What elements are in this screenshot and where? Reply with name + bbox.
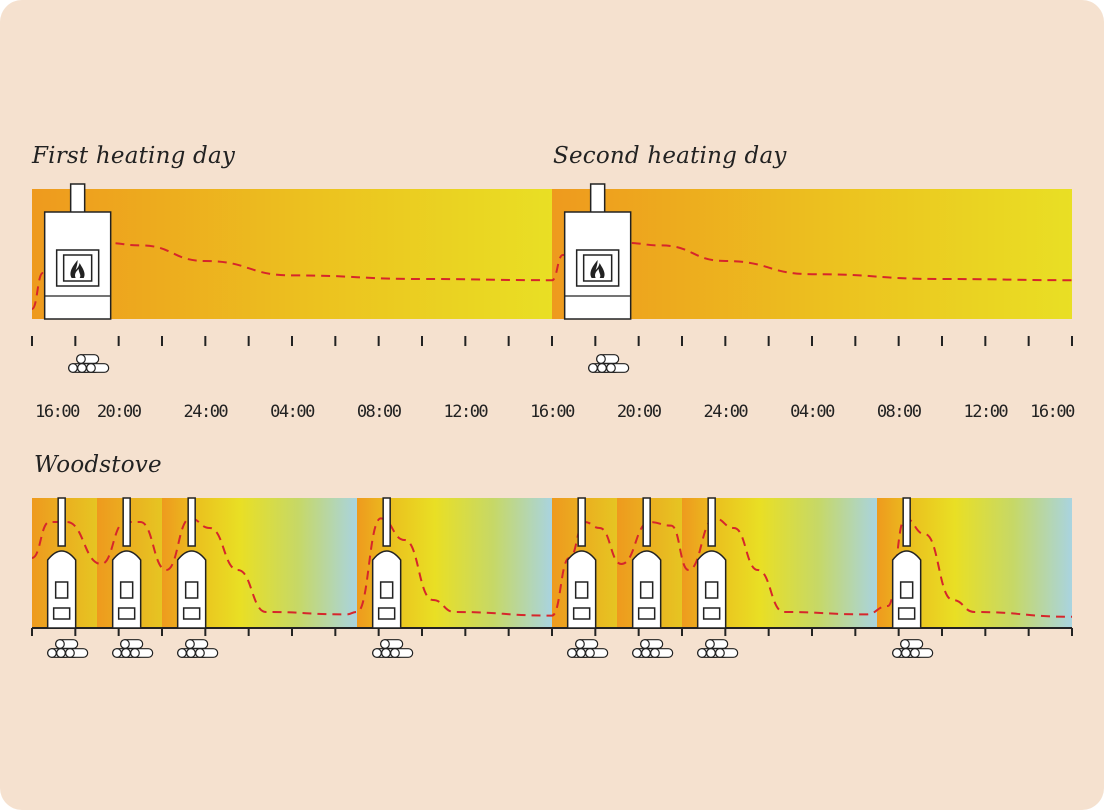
time-label: 12:00 <box>963 402 1008 422</box>
masonry-heater-icon <box>43 183 112 320</box>
time-label: 08:00 <box>876 402 922 422</box>
firewood-logs-icon <box>68 354 110 373</box>
woodstove-icon <box>176 497 207 629</box>
icons <box>43 183 934 658</box>
firewood-logs-icon <box>567 639 609 658</box>
time-label: 16:00 <box>1030 402 1075 422</box>
heat-band-day-2 <box>552 189 1072 319</box>
woodstove-label: Woodstove <box>34 452 162 478</box>
time-label: 16:00 <box>35 402 80 422</box>
heat-band-day-1 <box>32 189 552 319</box>
second-heating-day-label: Second heating day <box>553 143 787 169</box>
time-label: 20:00 <box>616 402 662 422</box>
firewood-logs-icon <box>892 639 934 658</box>
masonry-heater-icon <box>563 183 632 320</box>
flame-icon <box>590 260 605 278</box>
time-label: 04:00 <box>790 402 835 422</box>
first-heating-day-label: First heating day <box>32 143 236 169</box>
flame-icon <box>70 260 85 278</box>
firewood-logs-icon <box>632 639 674 658</box>
woodstove-icon <box>696 497 727 629</box>
woodstove-icon <box>566 497 597 629</box>
firewood-logs-icon <box>47 639 89 658</box>
firewood-logs-icon <box>697 639 739 658</box>
time-label: 24:00 <box>703 402 748 422</box>
woodstove-icon <box>111 497 142 629</box>
heat-curve-heater <box>31 241 1073 310</box>
time-label: 12:00 <box>443 402 488 422</box>
firewood-logs-icon <box>112 639 154 658</box>
time-label: 20:00 <box>96 402 142 422</box>
woodstove-icon <box>371 497 402 629</box>
heat-curves <box>31 241 1073 618</box>
time-label: 24:00 <box>183 402 228 422</box>
woodstove-icon <box>46 497 77 629</box>
time-label: 04:00 <box>270 402 315 422</box>
firewood-logs-icon <box>588 354 630 373</box>
woodstove-icon <box>631 497 662 629</box>
time-label: 16:00 <box>530 402 575 422</box>
woodstove-icon <box>891 497 922 629</box>
heat-curve-woodstove <box>31 517 1073 618</box>
firewood-logs-icon <box>372 639 414 658</box>
time-label: 08:00 <box>356 402 402 422</box>
firewood-logs-icon <box>177 639 219 658</box>
